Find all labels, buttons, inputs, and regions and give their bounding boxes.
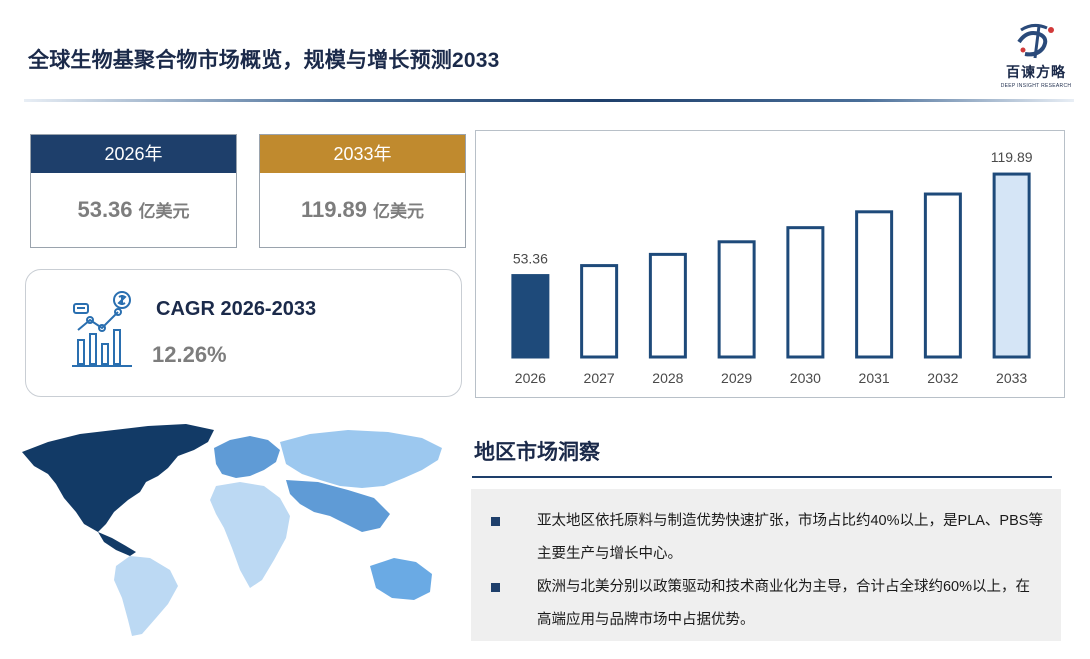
insight-text: 亚太地区依托原料与制造优势快速扩张，市场占比约40%以上，是PLA、PBS等主要… — [537, 513, 1043, 562]
map-region-asia — [280, 430, 442, 488]
kpi-unit: 亿美元 — [373, 202, 425, 221]
x-tick-label: 2026 — [515, 370, 546, 386]
insights-panel: 亚太地区依托原料与制造优势快速扩张，市场占比约40%以上，是PLA、PBS等主要… — [471, 489, 1061, 641]
data-label: 119.89 — [991, 149, 1033, 165]
x-tick-label: 2033 — [996, 370, 1027, 386]
insight-text: 欧洲与北美分别以政策驱动和技术商业化为主导，合计占全球约60%以上，在高端应用与… — [537, 579, 1031, 628]
kpi-card-2026: 2026年 53.36 亿美元 — [30, 134, 237, 248]
bar-2029 — [717, 240, 756, 359]
section-title: 地区市场洞察 — [474, 441, 600, 464]
x-tick-label: 2032 — [927, 370, 958, 386]
x-tick-label: 2029 — [721, 370, 752, 386]
cagr-label: CAGR 2026-2033 — [156, 298, 317, 320]
brand-logo: 百谏方略 DEEP INSIGHT RESEARCH — [996, 20, 1076, 92]
kpi-card-2033: 2033年 119.89 亿美元 — [259, 134, 466, 248]
kpi-value: 119.89 — [300, 197, 368, 222]
title-divider — [24, 99, 1074, 102]
kpi-value: 53.36 — [77, 197, 133, 222]
x-tick-label: 2027 — [584, 370, 615, 386]
logo-mark-icon — [1017, 23, 1054, 59]
map-region-south-asia — [286, 480, 390, 532]
cagr-card: CAGR 2026-2033 12.26% — [25, 269, 462, 397]
kpi-year-label: 2026年 — [31, 135, 236, 173]
kpi-year-label: 2033年 — [260, 135, 465, 173]
x-tick-label: 2028 — [652, 370, 683, 386]
bar-2028 — [648, 252, 687, 359]
logo-name-cn: 百谏方略 — [1006, 64, 1066, 80]
kpi-value-row: 119.89 亿美元 — [260, 197, 465, 223]
map-region-europe — [214, 436, 280, 478]
map-region-central-america — [98, 532, 136, 556]
section-divider — [472, 476, 1052, 478]
bar-2032 — [923, 192, 962, 359]
cagr-value: 12.26% — [152, 342, 227, 367]
kpi-unit: 亿美元 — [138, 202, 190, 221]
bar-2026 — [511, 274, 550, 359]
bullet-square-icon — [491, 517, 500, 526]
market-size-chart: 2026 53.36 2027 2028 2029 2030 2031 2032 2033 119… — [475, 130, 1065, 398]
kpi-value-row: 53.36 亿美元 — [31, 197, 236, 223]
page-title: 全球生物基聚合物市场概览，规模与增长预测2033 — [28, 49, 500, 72]
bar-2033 — [992, 172, 1031, 359]
map-region-oceania — [370, 558, 432, 600]
x-tick-label: 2030 — [790, 370, 821, 386]
bar-chart-canvas: 2026 53.36 2027 2028 2029 2030 2031 2032 2033 119… — [511, 149, 1033, 386]
bar-2027 — [580, 264, 619, 359]
map-region-north-america — [22, 424, 214, 532]
insight-item: 欧洲与北美分别以政策驱动和技术商业化为主导，合计占全球约60%以上，在高端应用与… — [491, 571, 1043, 637]
map-region-africa — [210, 482, 290, 588]
growth-chart-icon — [72, 291, 132, 367]
world-map-icon — [22, 424, 442, 636]
x-tick-label: 2031 — [859, 370, 890, 386]
bullet-square-icon — [491, 583, 500, 592]
data-label: 53.36 — [513, 251, 548, 267]
bar-2031 — [855, 210, 894, 359]
map-region-south-america — [114, 556, 178, 636]
logo-name-en: DEEP INSIGHT RESEARCH — [1000, 83, 1072, 89]
bar-2030 — [786, 226, 825, 359]
insight-item: 亚太地区依托原料与制造优势快速扩张，市场占比约40%以上，是PLA、PBS等主要… — [491, 505, 1043, 571]
